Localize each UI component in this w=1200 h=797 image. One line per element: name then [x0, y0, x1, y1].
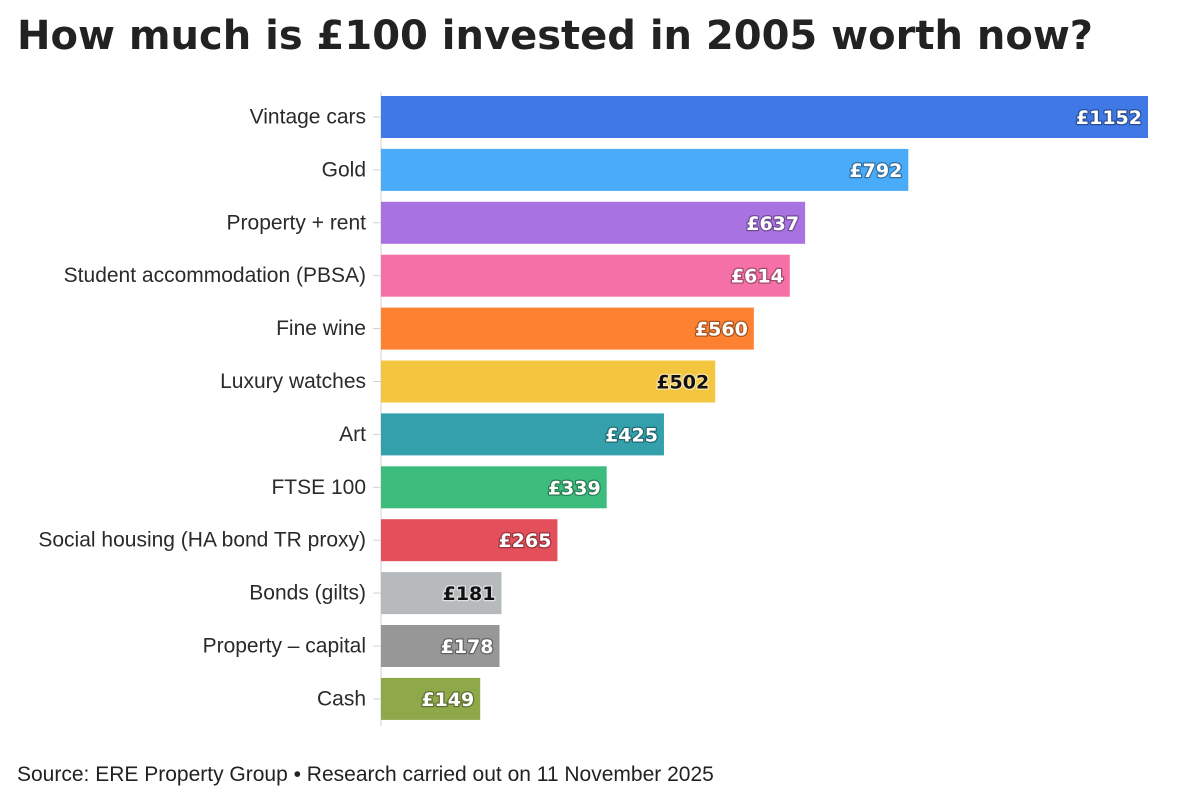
value-label-luxury-watches: £502	[656, 372, 709, 394]
category-label-fine-wine: Fine wine	[276, 317, 366, 340]
bar-property-capital	[381, 625, 500, 667]
category-label-student-accommodation-pbsa: Student accommodation (PBSA)	[64, 264, 366, 287]
value-label-property-capital: £178	[441, 636, 494, 658]
value-label-cash: £149	[421, 689, 474, 711]
y-axis-ticks	[373, 116, 381, 700]
value-label-fine-wine: £560	[695, 319, 748, 341]
category-label-social-housing-ha-bond-tr-proxy: Social housing (HA bond TR proxy)	[38, 529, 366, 552]
bar-property-rent	[381, 201, 806, 244]
category-label-bonds-gilts: Bonds (gilts)	[249, 582, 366, 605]
category-label-property-rent: Property + rent	[227, 211, 367, 234]
value-label-property-rent: £637	[746, 213, 799, 235]
category-label-luxury-watches: Luxury watches	[220, 370, 366, 393]
bar-art	[381, 413, 664, 456]
value-label-student-accommodation-pbsa: £614	[731, 266, 784, 288]
value-label-vintage-cars: £1152	[1076, 107, 1142, 129]
bar-social-housing-ha-bond-tr-proxy	[381, 519, 558, 562]
category-label-art: Art	[339, 423, 366, 446]
value-label-bonds-gilts: £181	[443, 583, 496, 605]
bar-gold	[381, 148, 909, 191]
category-labels: Vintage cars Gold Property + rent Student a…	[38, 106, 366, 711]
value-label-gold: £792	[849, 160, 902, 182]
category-label-vintage-cars: Vintage cars	[250, 106, 366, 129]
bar-ftse-100	[381, 466, 607, 509]
bar-luxury-watches	[381, 360, 716, 403]
category-label-ftse-100: FTSE 100	[271, 476, 366, 499]
category-label-gold: Gold	[322, 158, 366, 181]
chart-title: How much is £100 invested in 2005 worth …	[17, 13, 1093, 59]
value-labels: £1152 £792 £637 £614 £560 £502 £425 £339 £265 £18…	[420, 106, 1143, 712]
bar-student-accommodation-pbsa	[381, 254, 790, 297]
category-label-property-capital: Property – capital	[203, 635, 366, 658]
bar-vintage-cars	[381, 96, 1148, 138]
source-note: Source: ERE Property Group • Research ca…	[17, 763, 714, 786]
value-label-social-housing-ha-bond-tr-proxy: £265	[499, 530, 552, 552]
category-label-cash: Cash	[317, 687, 366, 710]
bar-bonds-gilts	[381, 572, 502, 615]
bar-cash	[381, 677, 481, 720]
value-label-ftse-100: £339	[548, 477, 601, 499]
bar-fine-wine	[381, 307, 754, 350]
value-label-art: £425	[605, 424, 658, 446]
bars-group	[381, 96, 1148, 720]
